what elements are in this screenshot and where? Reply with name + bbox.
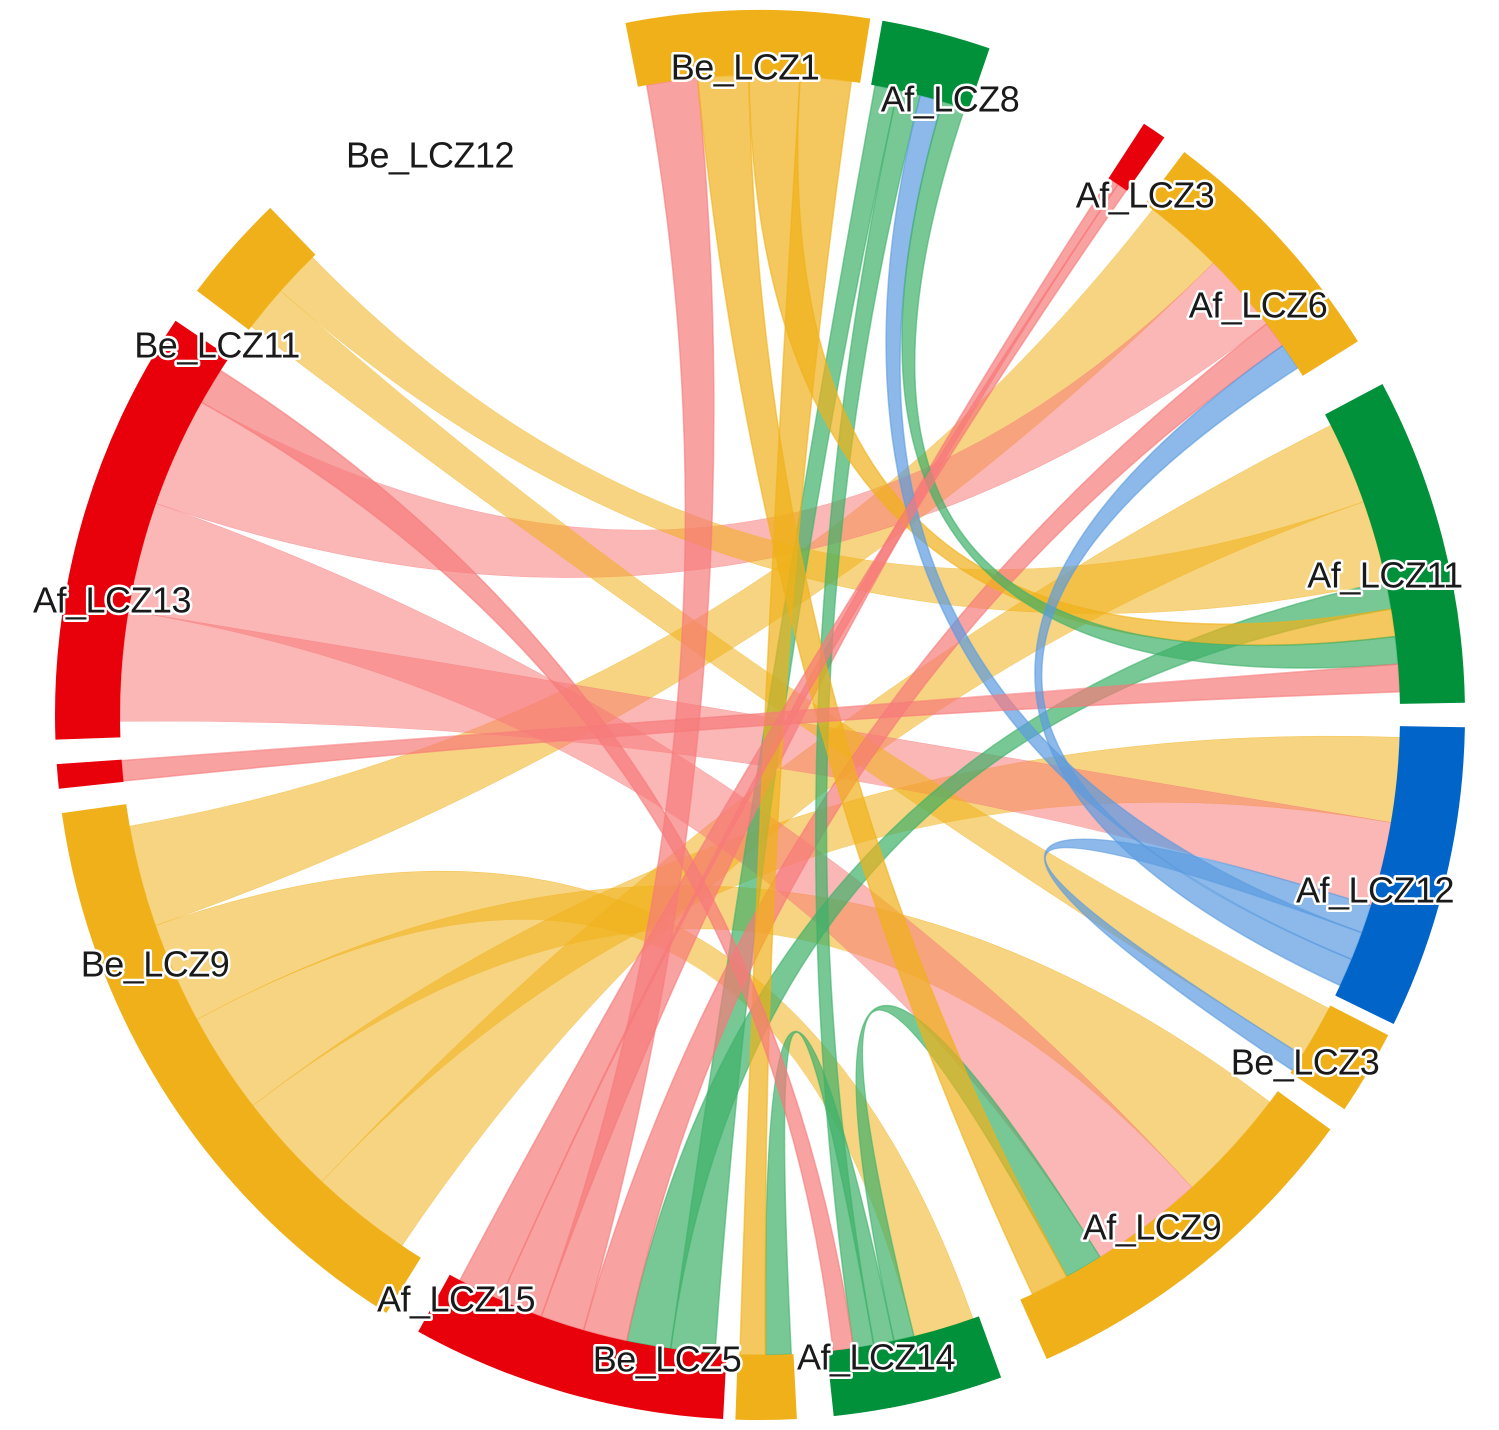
segment-arc-af-lcz14[interactable] xyxy=(826,1316,1002,1417)
chord-ribbon-be-lcz11-to-af-lcz14 xyxy=(200,369,855,1352)
segment-label-af-lcz9: Af_LCZ9 xyxy=(1083,1207,1222,1248)
segment-label-af-lcz15: Af_LCZ15 xyxy=(377,1279,535,1320)
segment-arc-af-lcz15[interactable] xyxy=(418,1274,727,1420)
segment-label-af-lcz13: Af_LCZ13 xyxy=(33,580,191,621)
ribbon-layer xyxy=(119,74,1401,1356)
segment-arc-be-lcz9[interactable] xyxy=(61,804,421,1313)
segment-label-layer: Be_LCZ1 Af_LCZ8 Af_LCZ3 Af_LCZ6 Af_LCZ11 Af_L… xyxy=(30,44,1465,1382)
chord-ribbon-af-lcz3-to-af-lcz15 xyxy=(458,183,1128,1301)
segment-arc-af-lcz13[interactable] xyxy=(56,759,124,789)
segment-arc-be-lcz12[interactable] xyxy=(196,207,316,330)
segment-label-be-lcz9: Be_LCZ9 xyxy=(81,944,230,985)
segment-label-be-lcz12: Be_LCZ12 xyxy=(346,135,514,176)
segment-label-af-lcz8: Af_LCZ8 xyxy=(881,79,1020,120)
segment-label-be-lcz1: Be_LCZ1 xyxy=(671,47,820,88)
segment-arc-af-lcz9[interactable] xyxy=(1020,1091,1331,1360)
chord-ribbon-be-lcz9-to-af-lcz14 xyxy=(155,870,974,1337)
segment-arc-af-lcz3[interactable] xyxy=(1108,123,1165,191)
segment-label-be-lcz3: Be_LCZ3 xyxy=(1231,1042,1380,1083)
segment-label-be-lcz11: Be_LCZ11 xyxy=(134,325,299,366)
segment-arc-be-lcz3[interactable] xyxy=(1290,1005,1389,1110)
segment-arc-af-lcz6[interactable] xyxy=(1145,151,1358,376)
chord-ribbon-af-lcz9-to-be-lcz1 xyxy=(696,74,1068,1296)
segment-label-af-lcz11: Af_LCZ11 xyxy=(1307,555,1462,596)
chord-ribbon-af-lcz8-to-af-lcz11 xyxy=(901,100,1399,669)
segment-arc-af-lcz11[interactable] xyxy=(1325,384,1465,704)
segment-arc-be-lcz5[interactable] xyxy=(735,1354,797,1420)
segment-label-af-lcz3: Af_LCZ3 xyxy=(1076,175,1215,216)
segment-arc-layer xyxy=(54,9,1465,1420)
segment-arc-af-lcz12[interactable] xyxy=(1335,726,1465,1025)
segment-arc-be-lcz11[interactable] xyxy=(54,320,230,740)
segment-label-af-lcz12: Af_LCZ12 xyxy=(1296,870,1454,911)
segment-arc-be-lcz1[interactable] xyxy=(625,9,871,87)
segment-label-be-lcz5: Be_LCZ5 xyxy=(593,1339,742,1380)
segment-label-af-lcz14: Af_LCZ14 xyxy=(797,1337,955,1378)
chord-ribbon-af-lcz13-to-af-lcz11 xyxy=(120,663,1401,782)
segment-arc-af-lcz8[interactable] xyxy=(871,20,990,110)
segment-label-af-lcz6: Af_LCZ6 xyxy=(1189,285,1328,326)
chord-ribbon-be-lcz11-to-af-lcz9 xyxy=(128,503,1193,1258)
